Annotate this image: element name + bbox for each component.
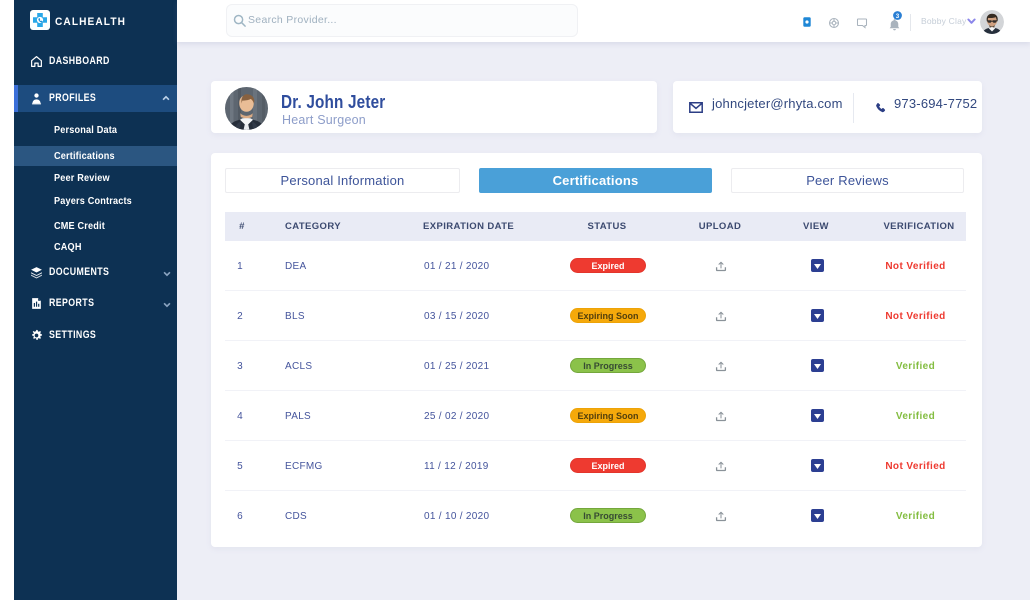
svg-text:3: 3 xyxy=(896,13,900,20)
